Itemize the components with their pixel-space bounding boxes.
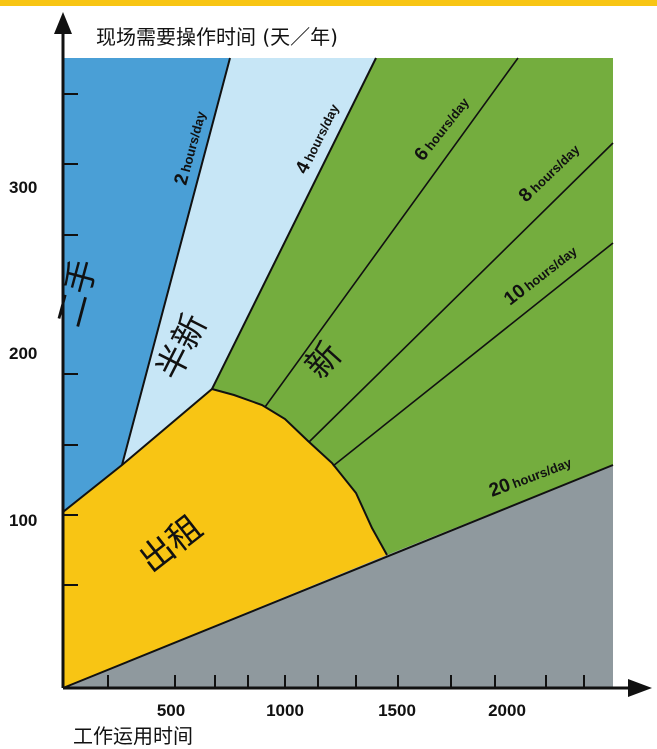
line-10-hours-day xyxy=(332,242,614,467)
x-axis-arrow xyxy=(628,679,652,697)
region-new xyxy=(212,58,613,555)
region-rental xyxy=(63,389,387,688)
y-axis-title: 现场需要操作时间 (天／年) xyxy=(96,25,338,49)
y-axis-arrow xyxy=(54,12,72,34)
y-tick-label-300: 300 xyxy=(9,178,37,197)
boundary-low-usage xyxy=(62,464,614,689)
region-used xyxy=(63,58,230,512)
x-tick-label-2000: 2000 xyxy=(488,701,526,720)
x-tick-label-1500: 1500 xyxy=(378,701,416,720)
y-tick-label-100: 100 xyxy=(9,511,37,530)
x-tick-label-1000: 1000 xyxy=(266,701,304,720)
top-accent-bar xyxy=(0,0,657,6)
region-semi-new xyxy=(122,58,376,465)
x-tick-label-500: 500 xyxy=(157,701,185,720)
boundary-4-hours-day xyxy=(211,57,377,390)
line-8-hours-day xyxy=(308,142,614,443)
boundary-rental xyxy=(62,387,388,556)
x-axis-title: 工作运用时间 xyxy=(73,724,193,748)
y-tick-label-200: 200 xyxy=(9,344,37,363)
line-6-hours-day xyxy=(264,57,519,408)
boundary-2-hours-day xyxy=(121,57,231,466)
